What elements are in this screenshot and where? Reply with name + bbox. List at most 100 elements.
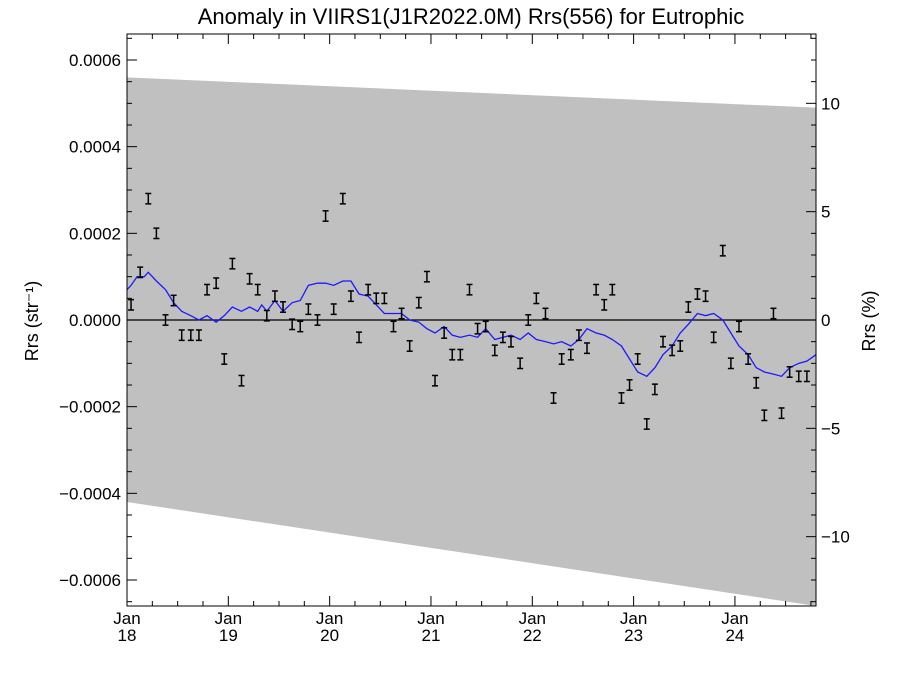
monthly-point	[786, 366, 793, 378]
monthly-point	[187, 329, 194, 342]
monthly-point	[347, 290, 354, 303]
monthly-point	[254, 283, 261, 296]
monthly-point	[761, 409, 768, 422]
monthly-point	[229, 257, 236, 270]
monthly-point	[280, 301, 287, 313]
y-axis-label-right: Rrs (%)	[859, 291, 879, 352]
monthly-point	[441, 327, 448, 339]
x-tick-label-year: 18	[118, 626, 137, 645]
y-tick-label-right: 5	[821, 203, 830, 222]
y-tick-label-right: 0	[821, 311, 830, 330]
monthly-point	[651, 383, 658, 396]
monthly-point	[178, 329, 185, 342]
monthly-point	[153, 227, 160, 240]
monthly-point	[525, 314, 532, 326]
monthly-point	[263, 309, 270, 322]
x-tick-label-year: 21	[422, 626, 441, 645]
monthly-point	[213, 277, 220, 290]
x-tick-label-month: Jan	[519, 609, 546, 628]
monthly-point	[390, 320, 397, 333]
monthly-point	[314, 314, 321, 326]
y-tick-label-left: 0.0004	[69, 138, 121, 157]
right-axis: 10 5 0 −5 −10	[806, 37, 850, 603]
monthly-point	[550, 392, 557, 404]
monthly-point	[128, 298, 135, 311]
monthly-point	[491, 344, 498, 357]
y-tick-label-right: −5	[821, 419, 840, 438]
monthly-point	[575, 329, 582, 342]
monthly-point	[271, 290, 278, 303]
left-axis: 0.0006 0.0004 0.0002 0.0000 −0.0002 −0.0004 −0…	[59, 37, 137, 603]
x-tick-label-year: 24	[725, 626, 744, 645]
y-tick-label-left: 0.0002	[69, 224, 121, 243]
monthly-point	[474, 322, 481, 335]
monthly-point	[735, 320, 742, 333]
monthly-point	[719, 244, 726, 257]
monthly-point	[770, 307, 777, 320]
monthly-point	[145, 192, 152, 205]
monthly-point	[694, 288, 701, 300]
monthly-point	[517, 357, 524, 370]
x-tick-label-month: Jan	[417, 609, 444, 628]
monthly-point	[542, 307, 549, 320]
y-tick-label-right: 10	[821, 94, 840, 113]
monthly-point	[593, 283, 600, 296]
monthly-point	[745, 353, 752, 365]
monthly-point	[221, 353, 228, 365]
monthly-point	[634, 353, 641, 365]
monthly-point	[803, 370, 810, 383]
x-tick-label-month: Jan	[620, 609, 647, 628]
monthly-point	[365, 283, 372, 296]
monthly-point	[406, 340, 413, 352]
monthly-point	[702, 290, 709, 303]
monthly-point	[753, 376, 760, 389]
monthly-point	[246, 272, 253, 285]
x-tick-label-year: 20	[320, 626, 339, 645]
y-tick-label-left: −0.0002	[59, 398, 121, 417]
x-tick-label-month: Jan	[316, 609, 343, 628]
y-tick-label-right: −10	[821, 528, 850, 547]
monthly-point	[457, 348, 464, 361]
points-layer	[128, 192, 810, 430]
x-tick-label-month: Jan	[113, 609, 140, 628]
monthly-point	[238, 374, 245, 387]
monthly-point	[339, 192, 346, 205]
monthly-point	[373, 292, 380, 305]
monthly-point	[584, 342, 591, 355]
y-axis-label-left: Rrs (str⁻¹)	[22, 281, 42, 361]
monthly-point	[289, 318, 296, 331]
monthly-point	[356, 331, 363, 344]
monthly-point	[322, 210, 329, 222]
x-tick-label-month: Jan	[721, 609, 748, 628]
monthly-point	[381, 292, 388, 305]
monthly-point	[398, 307, 405, 320]
monthly-point	[626, 379, 633, 391]
monthly-point	[423, 270, 430, 283]
monthly-point	[305, 303, 312, 316]
monthly-point	[162, 314, 169, 326]
x-tick-label-month: Jan	[215, 609, 242, 628]
monthly-point	[567, 348, 574, 361]
x-tick-label-year: 23	[624, 626, 643, 645]
monthly-point	[137, 266, 144, 279]
monthly-point	[618, 392, 625, 404]
monthly-point	[297, 320, 304, 333]
monthly-point	[643, 418, 650, 430]
monthly-point	[533, 292, 540, 305]
monthly-point	[660, 335, 667, 348]
monthly-point	[677, 340, 684, 352]
monthly-point	[204, 283, 211, 296]
monthly-point	[609, 283, 616, 296]
monthly-point	[508, 335, 515, 348]
monthly-point	[710, 331, 717, 344]
monthly-point	[415, 296, 422, 309]
x-tick-label-year: 19	[219, 626, 238, 645]
monthly-point	[558, 353, 565, 365]
monthly-point	[195, 329, 202, 342]
monthly-point	[170, 294, 177, 307]
monthly-point	[499, 331, 506, 344]
x-tick-label-year: 22	[523, 626, 542, 645]
monthly-point	[449, 348, 456, 361]
